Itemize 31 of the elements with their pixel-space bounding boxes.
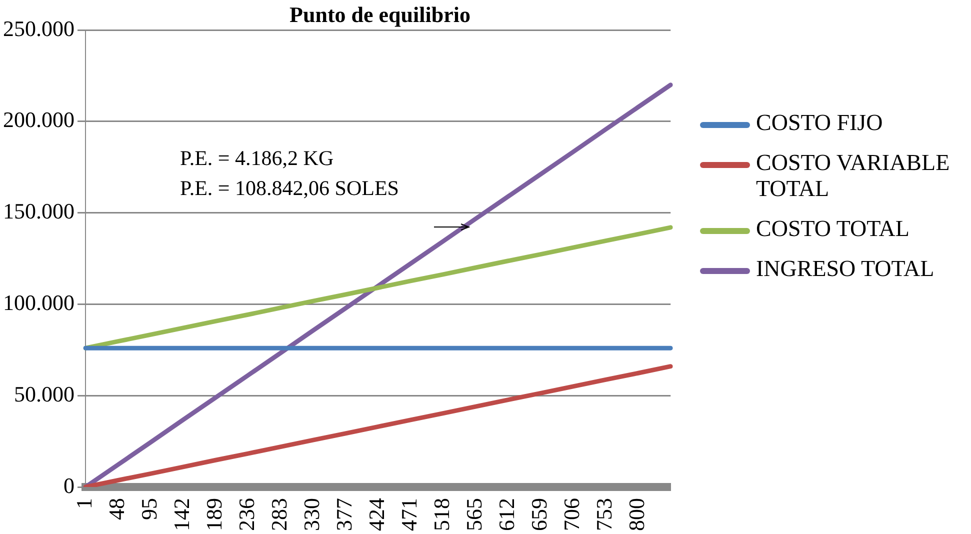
y-tick-label: 250.000 xyxy=(3,16,74,41)
x-tick-label: 800 xyxy=(624,498,649,531)
x-tick-label: 189 xyxy=(201,498,226,531)
legend-label: COSTO VARIABLE TOTAL xyxy=(756,150,951,202)
annotation: P.E. = 4.186,2 KG xyxy=(180,145,335,172)
x-tick-label: 377 xyxy=(331,498,356,531)
x-tick-label: 518 xyxy=(428,498,454,531)
x-tick-label: 236 xyxy=(234,498,259,531)
legend-label: COSTO FIJO xyxy=(756,110,883,136)
x-tick-label: 330 xyxy=(298,498,324,531)
x-tick-label: 706 xyxy=(558,498,584,531)
annotation: P.E. = 108.842,06 SOLES xyxy=(180,175,399,202)
legend-label: COSTO TOTAL xyxy=(756,216,910,242)
y-tick-label: 50.000 xyxy=(14,381,74,406)
y-tick-label: 100.000 xyxy=(3,290,74,315)
x-tick-label: 424 xyxy=(364,498,389,531)
x-tick-label: 95 xyxy=(136,498,162,520)
y-tick-label: 150.000 xyxy=(3,198,74,224)
x-tick-label: 659 xyxy=(526,498,552,531)
y-tick-label: 200.000 xyxy=(3,107,74,132)
legend-label: INGRESO TOTAL xyxy=(756,256,934,282)
x-tick-label: 1 xyxy=(71,498,96,509)
x-tick-label: 142 xyxy=(168,498,194,531)
x-tick-label: 471 xyxy=(396,498,422,531)
y-tick-label: 0 xyxy=(64,472,74,498)
x-tick-label: 283 xyxy=(266,498,292,531)
x-tick-label: 612 xyxy=(494,498,519,531)
chart-title: Punto de equilibrio xyxy=(290,2,470,27)
x-tick-label: 753 xyxy=(591,498,616,531)
x-tick-label: 565 xyxy=(461,498,486,531)
x-tick-label: 48 xyxy=(104,498,129,520)
